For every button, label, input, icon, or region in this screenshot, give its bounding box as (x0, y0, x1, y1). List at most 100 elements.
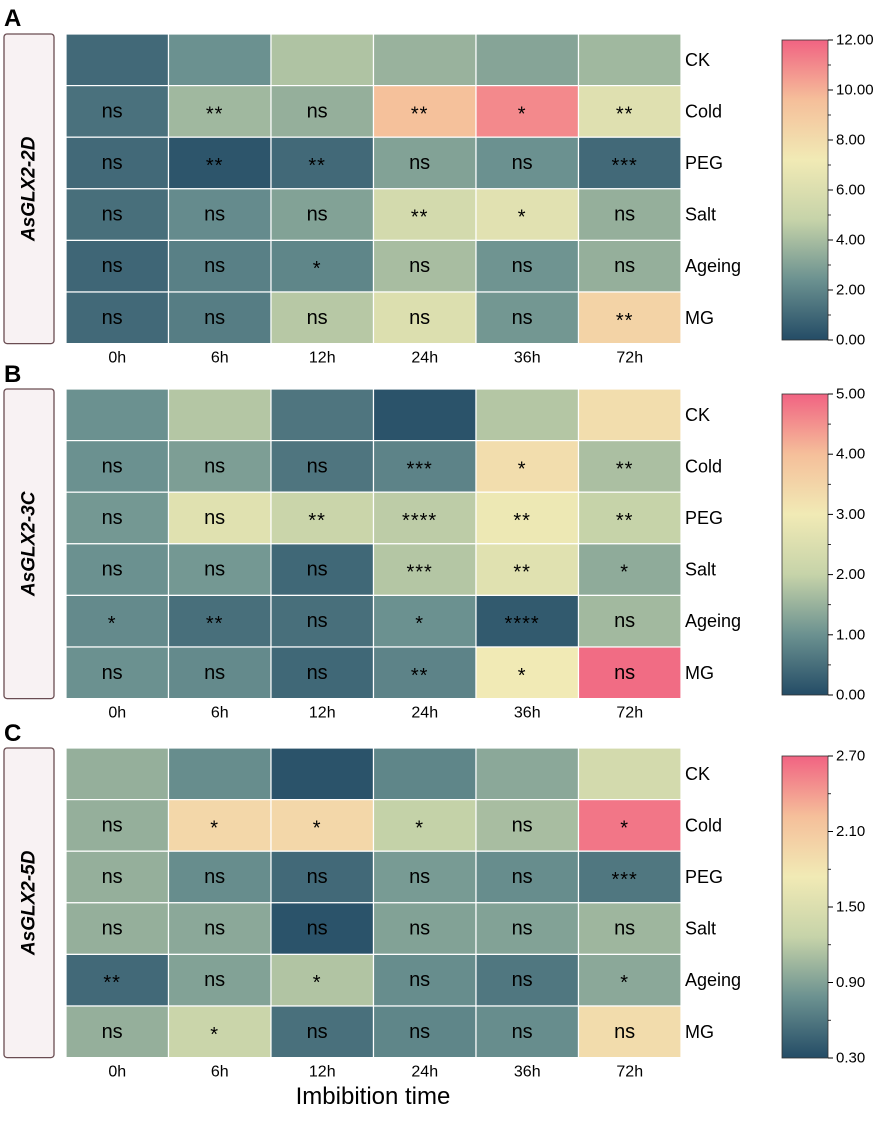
colorbar-tick-label: 2.00 (836, 282, 865, 299)
significance-label: ns (204, 204, 225, 226)
column-label: 6h (211, 1064, 229, 1081)
heatmap-cell (167, 543, 272, 596)
heatmap-cell (270, 798, 375, 852)
significance-label: ns (307, 610, 328, 632)
row-label: PEG (685, 508, 723, 528)
heatmap-cell (372, 239, 477, 293)
heatmap-cell (372, 646, 477, 700)
significance-label: *** (406, 562, 432, 584)
heatmap-cell (65, 84, 170, 138)
significance-label: ns (307, 1021, 328, 1043)
colorbar-tick-label: 8.00 (836, 132, 865, 149)
significance-label: ns (102, 307, 123, 329)
colorbar-tick-label: 0.00 (836, 332, 865, 349)
colorbar-tick-label: 5.00 (836, 386, 865, 403)
column-label: 24h (411, 350, 438, 367)
heatmap-cell (167, 594, 272, 648)
colorbar-tick-label: 0.90 (836, 974, 865, 991)
row-label: Cold (685, 815, 722, 835)
heatmap-cell (65, 646, 170, 700)
significance-label: ** (308, 155, 326, 177)
row-label: Salt (685, 205, 716, 225)
colorbar-tick-label: 2.10 (836, 823, 865, 840)
significance-label: ** (616, 310, 634, 332)
significance-label: * (518, 103, 527, 125)
significance-label: ns (512, 969, 533, 991)
colorbar-tick-label: 2.70 (836, 748, 865, 765)
significance-label: ns (204, 559, 225, 581)
column-label: 0h (108, 705, 126, 722)
heatmap-cell (167, 747, 272, 801)
heatmap-cell (577, 291, 682, 345)
significance-label: *** (611, 155, 637, 177)
significance-label: ns (102, 100, 123, 122)
heatmap-cell (372, 388, 477, 442)
heatmap-cell (475, 798, 580, 852)
significance-label: * (518, 207, 527, 229)
panel-letter: B (4, 361, 21, 388)
colorbar-tick-label: 0.00 (836, 687, 865, 704)
heatmap-cell (270, 33, 375, 87)
colorbar-tick-label: 2.00 (836, 566, 865, 583)
heatmap-cell (167, 1005, 272, 1059)
heatmap-cell (65, 291, 170, 345)
heatmap-cell (577, 953, 682, 1007)
significance-label: * (313, 817, 322, 839)
significance-label: ns (102, 559, 123, 581)
heatmap-cell (167, 33, 272, 87)
significance-label: ns (204, 969, 225, 991)
colorbar-tick-label: 0.30 (836, 1050, 865, 1067)
significance-label: ns (614, 255, 635, 277)
heatmap-cell (577, 440, 682, 493)
significance-label: ns (102, 204, 123, 226)
heatmap-cell (270, 440, 375, 493)
significance-label: ns (512, 814, 533, 836)
significance-label: ns (307, 918, 328, 940)
significance-label: ** (616, 458, 634, 480)
significance-label: *** (406, 458, 432, 480)
significance-label: ns (409, 255, 430, 277)
gene-label: AsGLX2-3C (19, 491, 40, 597)
significance-label: ns (307, 204, 328, 226)
heatmap-cell (270, 902, 375, 955)
heatmap-cell (475, 440, 580, 493)
heatmap-cell (65, 388, 170, 442)
gene-label: AsGLX2-2D (19, 136, 40, 242)
heatmap-cell (577, 646, 682, 700)
heatmap-cell (475, 136, 580, 190)
heatmap-cell (577, 33, 682, 87)
significance-label: ns (512, 307, 533, 329)
heatmap-cell (270, 747, 375, 801)
row-label: CK (685, 50, 710, 70)
significance-label: ns (307, 866, 328, 888)
heatmap-cell (270, 491, 375, 545)
heatmap-cell (167, 902, 272, 955)
heatmap-cell (65, 491, 170, 545)
heatmap-cell (577, 239, 682, 293)
significance-label: ns (307, 455, 328, 477)
heatmap-cell (372, 798, 477, 852)
row-label: PEG (685, 153, 723, 173)
significance-label: * (415, 613, 424, 635)
heatmap-cell (577, 1005, 682, 1059)
heatmap-cell (475, 291, 580, 345)
colorbar-tick-label: 6.00 (836, 182, 865, 199)
significance-label: ns (307, 559, 328, 581)
significance-label: ** (206, 613, 224, 635)
significance-label: ns (102, 255, 123, 277)
colorbar-tick-label: 4.00 (836, 232, 865, 249)
heatmap-cell (372, 188, 477, 242)
x-axis-title: Imbibition time (296, 1083, 451, 1110)
significance-label: ns (512, 255, 533, 277)
heatmap-cell (167, 953, 272, 1007)
significance-label: ns (102, 1021, 123, 1043)
significance-label: ns (204, 507, 225, 529)
significance-label: ns (409, 307, 430, 329)
heatmap-cell (475, 594, 580, 648)
row-label: Cold (685, 456, 722, 476)
heatmap-cell (475, 850, 580, 904)
significance-label: * (313, 258, 322, 280)
significance-label: * (313, 972, 322, 994)
